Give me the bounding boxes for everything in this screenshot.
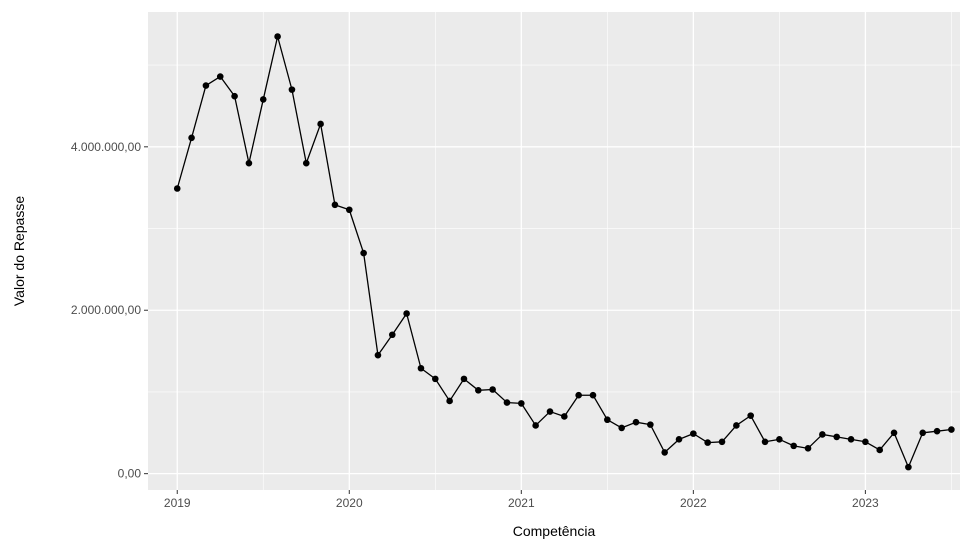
data-point xyxy=(675,436,683,443)
data-point xyxy=(274,33,281,40)
data-point xyxy=(417,364,425,372)
data-point xyxy=(532,422,539,429)
data-point xyxy=(761,438,769,446)
x-axis-title: Competência xyxy=(513,523,596,539)
data-point xyxy=(632,418,640,426)
data-point xyxy=(733,422,740,429)
plot-panel xyxy=(148,12,960,490)
x-tick-label: 2020 xyxy=(336,496,363,510)
x-tick-label: 2021 xyxy=(508,496,535,510)
data-point xyxy=(432,375,439,383)
data-point xyxy=(360,249,367,257)
data-point xyxy=(618,424,625,432)
data-point xyxy=(747,412,754,419)
data-point xyxy=(561,413,568,420)
data-point xyxy=(302,159,310,167)
data-point xyxy=(345,206,353,214)
data-point xyxy=(862,438,869,446)
data-point xyxy=(460,375,468,383)
major-gridlines xyxy=(148,12,960,490)
data-point xyxy=(690,430,697,437)
data-point xyxy=(933,427,941,435)
x-tick-label: 2023 xyxy=(852,496,879,510)
y-tick-label: 2.000.000,00 xyxy=(71,303,141,317)
data-point xyxy=(833,433,841,441)
data-point xyxy=(518,400,525,407)
data-point xyxy=(819,431,826,438)
data-point xyxy=(374,351,382,359)
data-point xyxy=(919,429,927,437)
data-point xyxy=(847,436,855,443)
x-tick-label: 2022 xyxy=(680,496,707,510)
y-tick-label: 4.000.000,00 xyxy=(71,140,141,154)
data-layer xyxy=(173,33,955,471)
data-point xyxy=(604,416,611,424)
data-point xyxy=(804,445,812,452)
data-point xyxy=(259,96,267,103)
data-point xyxy=(647,421,654,428)
data-point xyxy=(948,426,955,433)
data-point xyxy=(546,408,554,415)
data-point xyxy=(317,120,324,128)
y-axis: 0,00 2.000.000,00 4.000.000,00 xyxy=(71,140,148,481)
data-point xyxy=(776,436,783,443)
data-point xyxy=(661,449,668,456)
data-point xyxy=(589,391,597,399)
data-point xyxy=(489,386,496,393)
data-point xyxy=(388,331,396,339)
data-point xyxy=(790,442,797,450)
data-point xyxy=(403,310,410,317)
x-tick-label: 2019 xyxy=(164,496,191,510)
y-tick-label: 0,00 xyxy=(118,467,142,481)
data-point xyxy=(202,82,210,89)
data-point xyxy=(331,201,339,209)
data-point xyxy=(173,185,181,192)
data-point xyxy=(876,446,884,454)
data-point xyxy=(890,429,898,437)
data-point xyxy=(704,439,711,446)
minor-gridlines xyxy=(148,12,960,490)
data-point xyxy=(216,73,224,80)
data-point xyxy=(231,92,238,100)
x-axis: 2019 2020 2021 2022 2023 xyxy=(164,490,879,510)
data-point xyxy=(575,391,582,399)
data-point xyxy=(503,399,511,406)
data-point xyxy=(188,134,195,142)
data-point xyxy=(905,463,912,471)
y-axis-title: Valor do Repasse xyxy=(11,196,27,306)
data-point xyxy=(446,397,453,405)
data-point xyxy=(718,438,726,446)
data-point xyxy=(245,159,253,167)
data-point xyxy=(475,387,482,394)
data-point xyxy=(288,86,296,93)
